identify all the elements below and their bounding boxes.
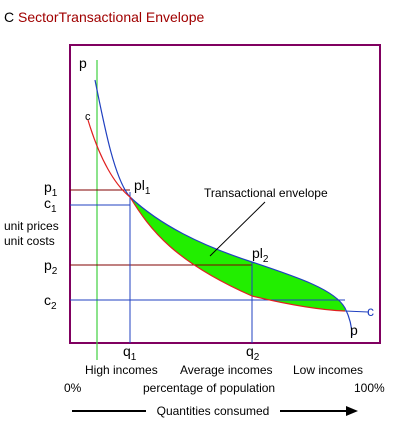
pl2-label: pl2	[252, 245, 269, 265]
title: C SectorTransactional Envelope	[4, 9, 204, 25]
cost-tail	[344, 310, 369, 313]
arrow-head	[346, 406, 358, 416]
title-text: SectorTransactional Envelope	[18, 9, 204, 25]
income-label: Average incomes	[180, 363, 273, 377]
p2-label: p2	[44, 257, 58, 277]
arrow-label: Quantities consumed	[157, 404, 270, 418]
frame	[69, 44, 381, 344]
c1-label: c1	[44, 195, 57, 215]
p-end-label: p	[350, 322, 358, 338]
annotation: Transactional envelope	[204, 186, 328, 200]
population-start: 0%	[64, 381, 82, 395]
c-label: c	[85, 111, 91, 123]
unit-costs: unit costs	[4, 234, 55, 248]
pl1-label: pl1	[134, 177, 151, 197]
income-label: Low incomes	[293, 363, 363, 377]
annotation-line	[209, 201, 266, 257]
title-letter: C	[4, 9, 14, 25]
q1-label: q1	[123, 343, 137, 363]
income-label: High incomes	[85, 363, 158, 377]
c2-label: c2	[44, 292, 57, 312]
envelope	[130, 197, 345, 311]
p-label: p	[79, 55, 87, 71]
c-end-label: c	[367, 303, 374, 319]
cost-curve	[87, 119, 346, 312]
population-label: percentage of population	[143, 381, 275, 395]
price-curve	[94, 79, 353, 337]
p1-label: p1	[44, 179, 58, 199]
population-end: 100%	[354, 381, 385, 395]
q2-label: q2	[246, 343, 260, 363]
unit-prices: unit prices	[4, 219, 59, 233]
